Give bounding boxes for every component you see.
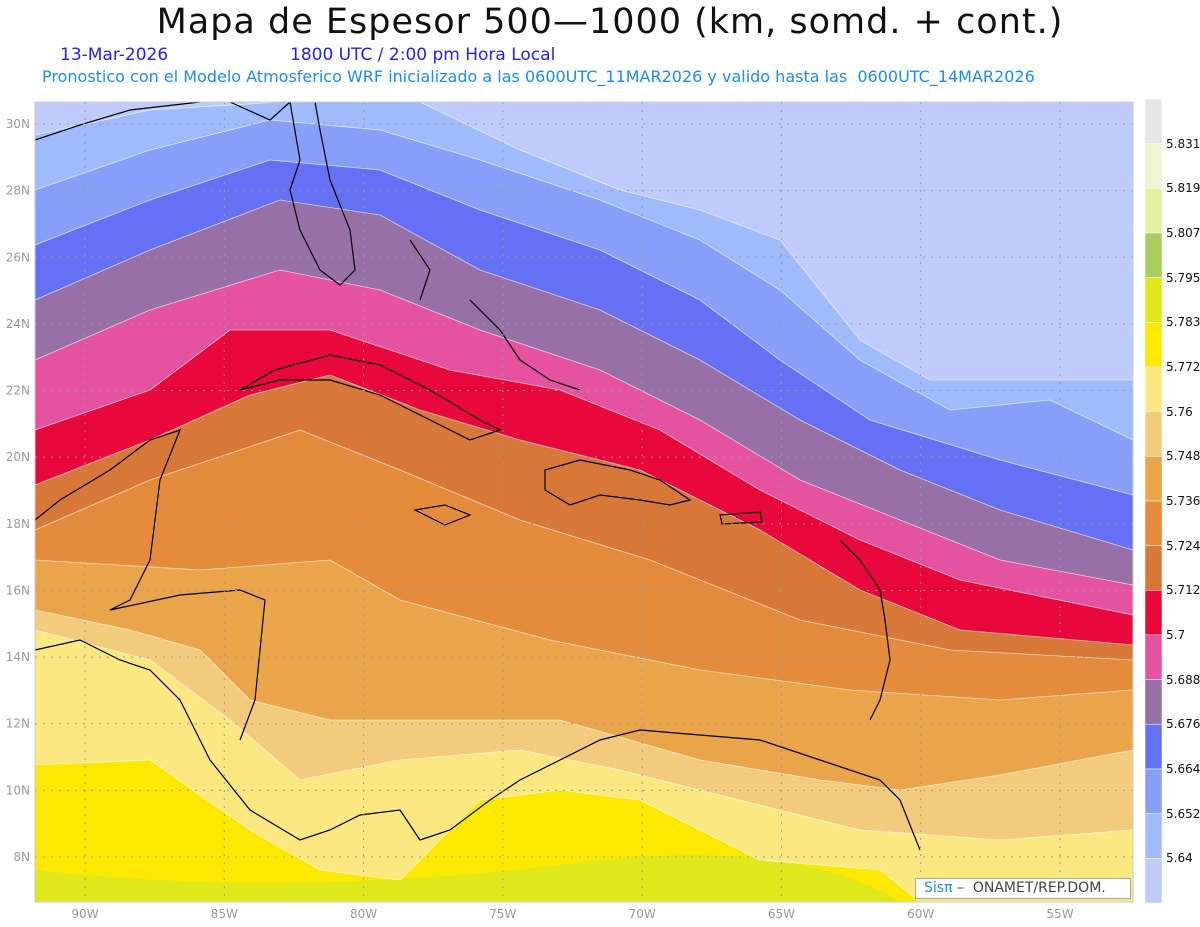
colorbar-label: 5.748 [1166, 449, 1200, 464]
puerto-rico-coast [719, 511, 763, 525]
lon-tick-label: 75W [489, 907, 516, 921]
lat-tick-label: 28N [6, 184, 30, 198]
lon-tick-label: 55W [1046, 907, 1073, 921]
colorbar-swatch [1144, 545, 1163, 591]
lat-tick-label: 30N [6, 117, 30, 131]
colorbar-swatch [1144, 411, 1163, 457]
cuba-coast [239, 354, 502, 441]
lat-tick-label: 10N [6, 783, 30, 797]
colorbar-label: 5.688 [1166, 672, 1200, 687]
colorbar-swatch [1144, 143, 1163, 189]
model-description: Pronostico con el Modelo Atmosferico WRF… [42, 67, 1035, 86]
honduras-coast [109, 589, 266, 741]
colorbar-label: 5.64 [1166, 851, 1193, 866]
colorbar-label: 5.712 [1166, 583, 1200, 598]
gulf-coast [34, 101, 291, 141]
lat-tick-label: 20N [6, 450, 30, 464]
florida-coast [289, 101, 356, 286]
colorbar-swatch [1144, 188, 1163, 234]
colorbar-label: 5.831 [1166, 136, 1200, 151]
lat-tick-label: 26N [6, 250, 30, 264]
lat-tick-label: 18N [6, 517, 30, 531]
colorbar-swatch [1144, 98, 1163, 144]
lat-tick-label: 16N [6, 583, 30, 597]
colorbar-label: 5.795 [1166, 270, 1200, 285]
colorbar [1144, 98, 1163, 904]
colorbar-swatch [1144, 456, 1163, 502]
colorbar-label: 5.76 [1166, 404, 1193, 419]
colorbar-swatch [1144, 232, 1163, 278]
lon-tick-label: 85W [211, 907, 238, 921]
colorbar-swatch [1144, 634, 1163, 680]
colorbar-label: 5.736 [1166, 494, 1200, 508]
lesser-antilles-coast [839, 539, 891, 721]
lon-tick-label: 65W [768, 907, 795, 921]
lat-tick-label: 24N [6, 317, 30, 331]
colorbar-label: 5.807 [1166, 226, 1200, 240]
credit-box: Sisπ – ONAMET/REP.DOM. [915, 878, 1131, 899]
colorbar-swatch [1144, 277, 1163, 323]
lon-tick-label: 90W [71, 907, 98, 921]
credit-text: – ONAMET/REP.DOM. [952, 880, 1106, 896]
lat-tick-label: 14N [6, 650, 30, 664]
sispi-logo: Sisπ [924, 880, 953, 896]
colorbar-swatch [1144, 322, 1163, 368]
colorbar-label: 5.664 [1166, 762, 1200, 776]
colorbar-swatch [1144, 813, 1163, 859]
lon-tick-label: 60W [907, 907, 934, 921]
colorbar-label: 5.783 [1166, 315, 1200, 330]
hispaniola-coast [544, 459, 692, 506]
forecast-time: 1800 UTC / 2:00 pm Hora Local [290, 45, 556, 65]
lat-lon-grid [35, 102, 1133, 902]
bahamas-coast [409, 239, 581, 391]
yucatan-coast [34, 429, 182, 611]
map-title: Mapa de Espesor 500—1000 (km, somd. + co… [156, 2, 1064, 42]
colorbar-label: 5.772 [1166, 360, 1200, 374]
colorbar-swatch [1144, 858, 1163, 904]
colorbar-label: 5.724 [1166, 538, 1200, 553]
colorbar-label: 5.7 [1166, 628, 1186, 642]
lon-tick-label: 80W [350, 907, 377, 921]
forecast-date: 13-Mar-2026 [60, 45, 169, 65]
colorbar-swatch [1144, 366, 1163, 412]
colorbar-swatch [1144, 590, 1163, 636]
colorbar-swatch [1144, 679, 1163, 725]
central-america-coast [34, 639, 921, 851]
lat-tick-label: 8N [13, 850, 30, 864]
thickness-bands [34, 101, 1134, 903]
jamaica-coast [413, 504, 472, 526]
colorbar-swatch [1144, 500, 1163, 546]
lon-tick-label: 70W [629, 907, 656, 921]
coastlines [34, 101, 921, 851]
colorbar-swatch [1144, 724, 1163, 770]
lat-tick-label: 22N [6, 384, 30, 398]
colorbar-swatch [1144, 768, 1163, 814]
band-5.783-5.795 [35, 855, 900, 902]
colorbar-label: 5.652 [1166, 806, 1200, 821]
map-frame [34, 101, 1134, 903]
colorbar-label: 5.819 [1166, 181, 1200, 196]
colorbar-label: 5.676 [1166, 717, 1200, 732]
lat-tick-label: 12N [6, 717, 30, 731]
